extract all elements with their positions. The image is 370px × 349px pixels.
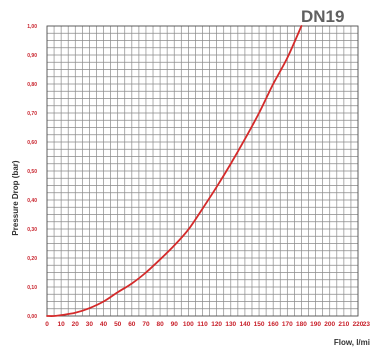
y-tick-label: 0,80 xyxy=(27,82,37,88)
grid xyxy=(46,25,359,317)
x-tick-label: 200 xyxy=(324,321,335,328)
x-tick-label: 150 xyxy=(254,321,265,328)
y-tick-label: 0,70 xyxy=(27,111,37,117)
x-tick-label: 30 xyxy=(86,321,94,328)
y-tick-label: 0,50 xyxy=(27,169,37,175)
x-tick-label: 130 xyxy=(225,321,236,328)
x-tick-label: 120 xyxy=(211,321,222,328)
y-tick-label: 1,00 xyxy=(27,24,37,30)
x-tick-label: 60 xyxy=(128,321,136,328)
x-tick-label: 50 xyxy=(114,321,122,328)
x-tick-label: 23 xyxy=(363,321,370,328)
series-layer xyxy=(46,25,303,317)
x-tick-label: 210 xyxy=(338,321,349,328)
x-tick-label: 0 xyxy=(45,321,49,328)
y-tick-label: 0,00 xyxy=(27,314,37,320)
series-line xyxy=(46,25,303,317)
y-tick-label: 0,10 xyxy=(27,285,37,291)
x-tick-label: 160 xyxy=(268,321,279,328)
x-tick-label: 20 xyxy=(72,321,80,328)
x-tick-label: 80 xyxy=(156,321,164,328)
y-axis-label: Pressure Drop (bar) xyxy=(11,160,20,235)
x-tick-label: 90 xyxy=(171,321,179,328)
x-tick-label: 70 xyxy=(142,321,150,328)
x-tick-label: 190 xyxy=(310,321,321,328)
x-axis-label: Flow, l/mi xyxy=(334,338,370,347)
x-tick-label: 110 xyxy=(197,321,208,328)
y-tick-label: 0,40 xyxy=(27,198,37,204)
x-tick-label: 180 xyxy=(296,321,307,328)
x-tick-label: 220 xyxy=(353,321,364,328)
plot-frame xyxy=(46,25,359,317)
x-tick-label: 100 xyxy=(183,321,194,328)
x-tick-labels: 0 10 20 30 40 50 60 70 80 90 100 110 120 130 140 150 160… xyxy=(45,321,370,328)
x-tick-label: 10 xyxy=(58,321,66,328)
y-tick-labels: 0,00 0,10 0,20 0,30 0,40 0,50 0,60 0,70 0,80 0,90… xyxy=(27,24,37,320)
y-tick-label: 0,20 xyxy=(27,256,37,262)
y-tick-label: 0,30 xyxy=(27,227,37,233)
x-tick-label: 140 xyxy=(239,321,250,328)
x-tick-label: 170 xyxy=(282,321,293,328)
x-tick-label: 40 xyxy=(100,321,108,328)
y-tick-label: 0,90 xyxy=(27,53,37,59)
chart-title: DN19 xyxy=(301,7,344,26)
y-tick-label: 0,60 xyxy=(27,140,37,146)
